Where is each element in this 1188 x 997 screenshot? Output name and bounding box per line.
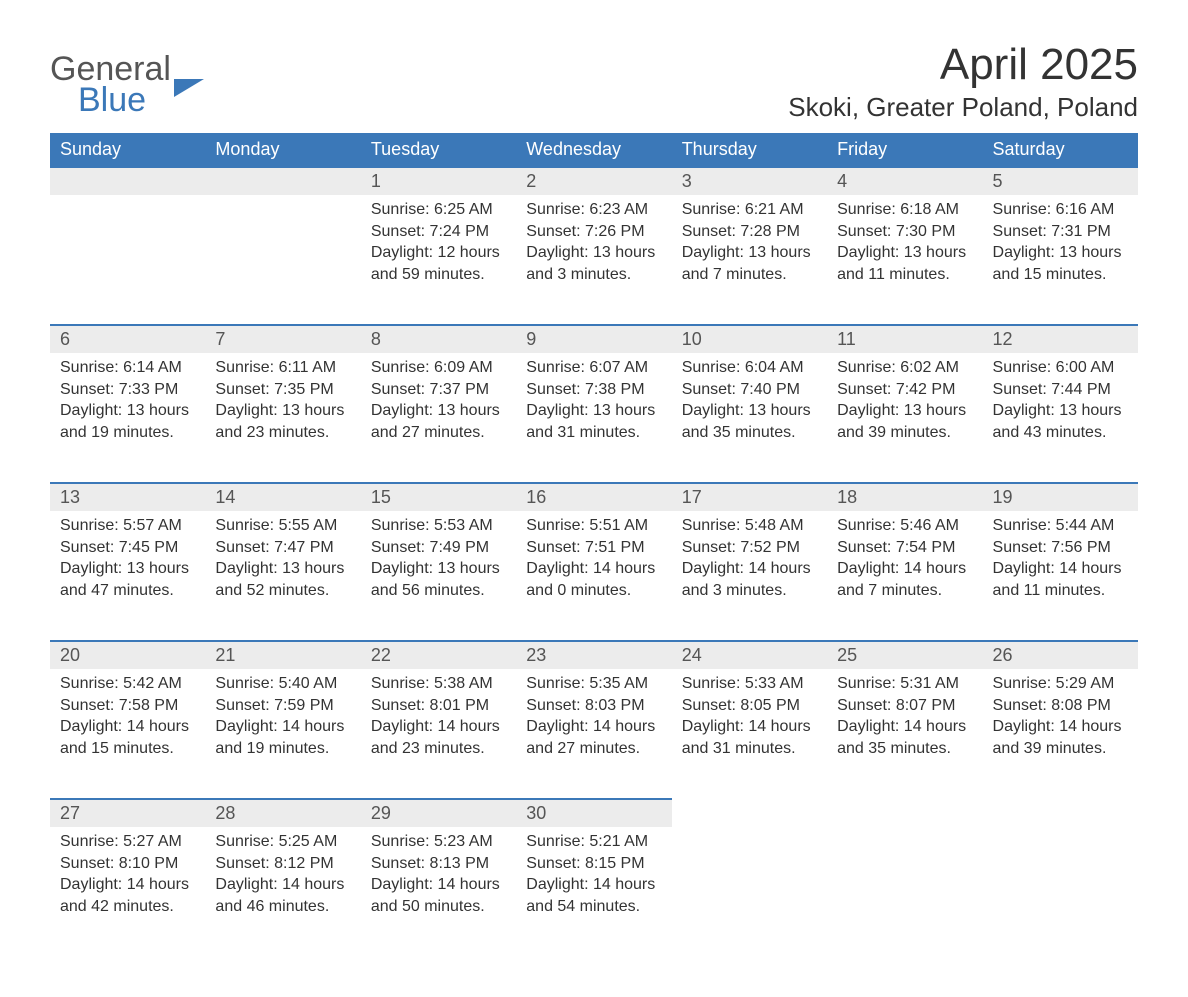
- day-content-cell: Sunrise: 5:31 AMSunset: 8:07 PMDaylight:…: [827, 669, 982, 799]
- daynum-cell: [827, 799, 982, 827]
- day-content-cell: Sunrise: 5:35 AMSunset: 8:03 PMDaylight:…: [516, 669, 671, 799]
- day-content-cell: Sunrise: 6:09 AMSunset: 7:37 PMDaylight:…: [361, 353, 516, 483]
- weekday-tuesday: Tuesday: [361, 133, 516, 167]
- day-content-cell: Sunrise: 5:55 AMSunset: 7:47 PMDaylight:…: [205, 511, 360, 641]
- day-content-cell: Sunrise: 5:53 AMSunset: 7:49 PMDaylight:…: [361, 511, 516, 641]
- weekday-header-row: SundayMondayTuesdayWednesdayThursdayFrid…: [50, 133, 1138, 167]
- week-4-daynum-row: 27282930: [50, 799, 1138, 827]
- daynum-cell: 29: [361, 799, 516, 827]
- day-content-cell: Sunrise: 5:21 AMSunset: 8:15 PMDaylight:…: [516, 827, 671, 957]
- week-3-daynum-row: 20212223242526: [50, 641, 1138, 669]
- day-content-cell: Sunrise: 5:29 AMSunset: 8:08 PMDaylight:…: [983, 669, 1138, 799]
- day-content-cell: [205, 195, 360, 325]
- weekday-monday: Monday: [205, 133, 360, 167]
- day-content-cell: Sunrise: 6:02 AMSunset: 7:42 PMDaylight:…: [827, 353, 982, 483]
- day-content-cell: Sunrise: 6:04 AMSunset: 7:40 PMDaylight:…: [672, 353, 827, 483]
- daynum-cell: [205, 167, 360, 195]
- day-content-cell: [827, 827, 982, 957]
- daynum-cell: 3: [672, 167, 827, 195]
- day-content-cell: Sunrise: 5:44 AMSunset: 7:56 PMDaylight:…: [983, 511, 1138, 641]
- daynum-cell: 6: [50, 325, 205, 353]
- daynum-cell: 25: [827, 641, 982, 669]
- logo-line2: Blue: [78, 85, 171, 116]
- day-content-cell: Sunrise: 5:48 AMSunset: 7:52 PMDaylight:…: [672, 511, 827, 641]
- weekday-sunday: Sunday: [50, 133, 205, 167]
- day-content-cell: Sunrise: 5:38 AMSunset: 8:01 PMDaylight:…: [361, 669, 516, 799]
- day-content-cell: Sunrise: 5:27 AMSunset: 8:10 PMDaylight:…: [50, 827, 205, 957]
- daynum-cell: 11: [827, 325, 982, 353]
- daynum-cell: 10: [672, 325, 827, 353]
- day-content-cell: Sunrise: 5:57 AMSunset: 7:45 PMDaylight:…: [50, 511, 205, 641]
- daynum-cell: 20: [50, 641, 205, 669]
- daynum-cell: [983, 799, 1138, 827]
- week-1-daynum-row: 6789101112: [50, 325, 1138, 353]
- daynum-cell: 30: [516, 799, 671, 827]
- daynum-cell: 16: [516, 483, 671, 511]
- daynum-cell: [50, 167, 205, 195]
- daynum-cell: 13: [50, 483, 205, 511]
- daynum-cell: 17: [672, 483, 827, 511]
- day-content-cell: [50, 195, 205, 325]
- daynum-cell: 27: [50, 799, 205, 827]
- daynum-cell: 8: [361, 325, 516, 353]
- week-0-content-row: Sunrise: 6:25 AMSunset: 7:24 PMDaylight:…: [50, 195, 1138, 325]
- day-content-cell: Sunrise: 6:23 AMSunset: 7:26 PMDaylight:…: [516, 195, 671, 325]
- daynum-cell: 12: [983, 325, 1138, 353]
- weekday-wednesday: Wednesday: [516, 133, 671, 167]
- weekday-friday: Friday: [827, 133, 982, 167]
- daynum-cell: 22: [361, 641, 516, 669]
- day-content-cell: Sunrise: 5:51 AMSunset: 7:51 PMDaylight:…: [516, 511, 671, 641]
- daynum-cell: 5: [983, 167, 1138, 195]
- month-title: April 2025: [788, 40, 1138, 90]
- daynum-cell: [672, 799, 827, 827]
- day-content-cell: Sunrise: 5:46 AMSunset: 7:54 PMDaylight:…: [827, 511, 982, 641]
- week-1-content-row: Sunrise: 6:14 AMSunset: 7:33 PMDaylight:…: [50, 353, 1138, 483]
- daynum-cell: 18: [827, 483, 982, 511]
- daynum-cell: 14: [205, 483, 360, 511]
- daynum-cell: 19: [983, 483, 1138, 511]
- day-content-cell: Sunrise: 5:40 AMSunset: 7:59 PMDaylight:…: [205, 669, 360, 799]
- day-content-cell: [983, 827, 1138, 957]
- location: Skoki, Greater Poland, Poland: [788, 92, 1138, 123]
- day-content-cell: Sunrise: 6:00 AMSunset: 7:44 PMDaylight:…: [983, 353, 1138, 483]
- daynum-cell: 1: [361, 167, 516, 195]
- daynum-cell: 26: [983, 641, 1138, 669]
- day-content-cell: Sunrise: 5:25 AMSunset: 8:12 PMDaylight:…: [205, 827, 360, 957]
- calendar-table: SundayMondayTuesdayWednesdayThursdayFrid…: [50, 133, 1138, 957]
- daynum-cell: 28: [205, 799, 360, 827]
- day-content-cell: [672, 827, 827, 957]
- logo-sail-icon: [174, 79, 204, 97]
- logo: General Blue: [50, 54, 204, 116]
- daynum-cell: 2: [516, 167, 671, 195]
- day-content-cell: Sunrise: 6:18 AMSunset: 7:30 PMDaylight:…: [827, 195, 982, 325]
- daynum-cell: 4: [827, 167, 982, 195]
- week-4-content-row: Sunrise: 5:27 AMSunset: 8:10 PMDaylight:…: [50, 827, 1138, 957]
- day-content-cell: Sunrise: 6:16 AMSunset: 7:31 PMDaylight:…: [983, 195, 1138, 325]
- daynum-cell: 7: [205, 325, 360, 353]
- day-content-cell: Sunrise: 6:11 AMSunset: 7:35 PMDaylight:…: [205, 353, 360, 483]
- daynum-cell: 21: [205, 641, 360, 669]
- header: General Blue April 2025 Skoki, Greater P…: [50, 40, 1138, 123]
- week-2-content-row: Sunrise: 5:57 AMSunset: 7:45 PMDaylight:…: [50, 511, 1138, 641]
- week-0-daynum-row: 12345: [50, 167, 1138, 195]
- day-content-cell: Sunrise: 5:33 AMSunset: 8:05 PMDaylight:…: [672, 669, 827, 799]
- daynum-cell: 23: [516, 641, 671, 669]
- day-content-cell: Sunrise: 5:23 AMSunset: 8:13 PMDaylight:…: [361, 827, 516, 957]
- daynum-cell: 24: [672, 641, 827, 669]
- day-content-cell: Sunrise: 6:21 AMSunset: 7:28 PMDaylight:…: [672, 195, 827, 325]
- day-content-cell: Sunrise: 6:25 AMSunset: 7:24 PMDaylight:…: [361, 195, 516, 325]
- daynum-cell: 9: [516, 325, 671, 353]
- week-3-content-row: Sunrise: 5:42 AMSunset: 7:58 PMDaylight:…: [50, 669, 1138, 799]
- day-content-cell: Sunrise: 5:42 AMSunset: 7:58 PMDaylight:…: [50, 669, 205, 799]
- title-block: April 2025 Skoki, Greater Poland, Poland: [788, 40, 1138, 123]
- daynum-cell: 15: [361, 483, 516, 511]
- weekday-saturday: Saturday: [983, 133, 1138, 167]
- week-2-daynum-row: 13141516171819: [50, 483, 1138, 511]
- weekday-thursday: Thursday: [672, 133, 827, 167]
- day-content-cell: Sunrise: 6:07 AMSunset: 7:38 PMDaylight:…: [516, 353, 671, 483]
- day-content-cell: Sunrise: 6:14 AMSunset: 7:33 PMDaylight:…: [50, 353, 205, 483]
